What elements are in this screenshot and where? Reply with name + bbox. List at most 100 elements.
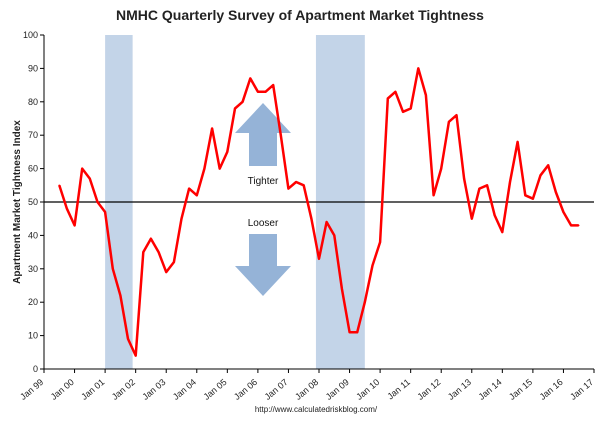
x-tick-label: Jan 14 xyxy=(476,377,503,402)
data-point xyxy=(119,294,122,297)
x-tick-label: Jan 12 xyxy=(415,377,442,402)
data-point xyxy=(333,234,336,237)
data-point xyxy=(249,77,252,80)
data-point xyxy=(272,84,274,86)
x-tick-label: Jan 13 xyxy=(446,377,473,402)
data-point xyxy=(448,121,450,123)
x-tick-label: Jan 01 xyxy=(79,377,106,402)
data-point xyxy=(180,217,183,220)
x-tick-label: Jan 04 xyxy=(171,377,198,402)
data-point xyxy=(318,257,320,260)
data-point xyxy=(440,167,443,170)
data-point xyxy=(348,331,351,334)
data-point xyxy=(73,224,76,227)
data-point xyxy=(142,251,145,253)
x-tick-label: Jan 02 xyxy=(110,377,137,402)
x-tick-label: Jan 10 xyxy=(354,377,381,402)
data-point xyxy=(486,184,488,187)
y-axis: 0 10 20 30 40 50 60 70 80 90 100 xyxy=(23,30,45,374)
data-point xyxy=(96,201,99,203)
data-point xyxy=(127,338,129,340)
data-point xyxy=(257,90,259,93)
data-point xyxy=(562,211,565,213)
x-tick-label: Jan 99 xyxy=(18,377,45,402)
data-point xyxy=(463,177,465,180)
data-point xyxy=(325,221,328,223)
data-point xyxy=(134,354,137,357)
data-point xyxy=(104,211,106,213)
data-point xyxy=(394,90,397,93)
x-tick-label: Jan 11 xyxy=(385,377,412,402)
x-tick-label: Jan 06 xyxy=(232,377,259,402)
x-tick-label: Jan 03 xyxy=(140,377,167,402)
y-axis-label: Apartment Market Tightness Index xyxy=(12,120,23,284)
data-point xyxy=(402,111,404,113)
y-tick-label: 0 xyxy=(33,364,38,374)
y-tick-label: 20 xyxy=(28,297,38,307)
data-point xyxy=(165,271,168,273)
data-point xyxy=(89,177,91,180)
series-points xyxy=(58,67,580,357)
y-tick-label: 30 xyxy=(28,264,38,274)
tighter-label: Tighter xyxy=(248,176,279,187)
data-point xyxy=(432,194,435,197)
up-arrow-icon xyxy=(235,103,291,166)
data-point xyxy=(470,217,473,220)
x-tick-label: Jan 09 xyxy=(324,377,351,402)
y-tick-label: 90 xyxy=(28,63,38,73)
data-point xyxy=(287,187,290,190)
y-tick-label: 50 xyxy=(28,197,38,207)
data-point xyxy=(264,90,267,93)
y-tick-label: 70 xyxy=(28,130,38,140)
y-tick-label: 100 xyxy=(23,30,38,40)
data-point xyxy=(111,268,114,270)
source-url: http://www.calculatedriskblog.com/ xyxy=(255,405,378,414)
data-point xyxy=(173,261,175,263)
x-tick-label: Jan 08 xyxy=(293,377,320,402)
data-point xyxy=(539,174,542,177)
data-point xyxy=(386,97,389,100)
data-point xyxy=(501,231,504,233)
data-point xyxy=(157,251,160,253)
data-point xyxy=(280,134,282,136)
x-tick-label: Jan 05 xyxy=(201,377,228,402)
data-point xyxy=(302,184,305,187)
data-point xyxy=(509,181,511,183)
data-point xyxy=(409,107,412,110)
data-point xyxy=(188,187,190,190)
y-tick-label: 40 xyxy=(28,230,38,240)
data-point xyxy=(478,187,481,190)
y-tick-label: 60 xyxy=(28,164,38,174)
data-point xyxy=(455,114,458,116)
data-point xyxy=(226,151,229,153)
data-point xyxy=(417,67,420,70)
x-axis: Jan 99 Jan 00 Jan 01 Jan 02 Jan 03 Jan 04 Jan … xyxy=(18,368,595,402)
data-point xyxy=(532,197,534,200)
data-point xyxy=(379,241,381,243)
data-point xyxy=(203,167,206,170)
x-tick-label: Jan 17 xyxy=(568,377,595,402)
data-point xyxy=(516,141,519,143)
data-point xyxy=(234,107,236,110)
y-tick-label: 80 xyxy=(28,97,38,107)
direction-arrows xyxy=(235,103,291,296)
x-tick-label: Jan 07 xyxy=(263,377,290,402)
data-point xyxy=(211,127,213,130)
y-tick-label: 10 xyxy=(28,331,38,341)
data-point xyxy=(295,181,297,183)
data-point xyxy=(81,167,83,170)
data-point xyxy=(66,207,68,210)
down-arrow-icon xyxy=(235,234,291,296)
data-point xyxy=(570,224,572,227)
data-point xyxy=(547,164,549,167)
data-point xyxy=(310,217,313,220)
data-point xyxy=(364,301,366,304)
data-point xyxy=(218,167,221,170)
data-point xyxy=(425,94,427,96)
chart-title: NMHC Quarterly Survey of Apartment Marke… xyxy=(116,7,484,23)
x-tick-label: Jan 15 xyxy=(507,377,534,402)
x-tick-label: Jan 00 xyxy=(49,377,76,402)
data-point xyxy=(58,184,61,187)
data-point xyxy=(195,194,198,197)
